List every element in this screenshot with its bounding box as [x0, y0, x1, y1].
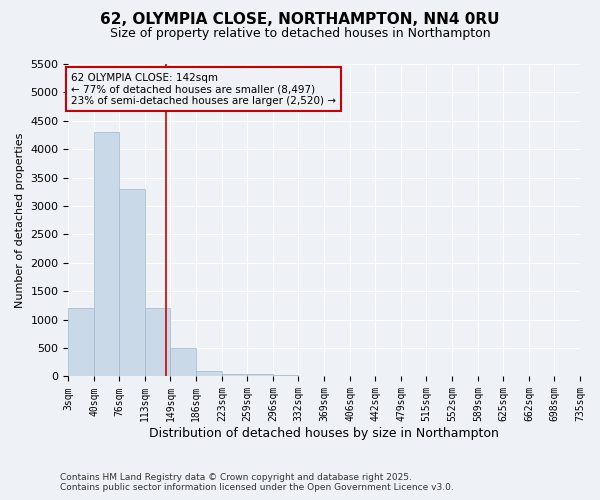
- Text: 62, OLYMPIA CLOSE, NORTHAMPTON, NN4 0RU: 62, OLYMPIA CLOSE, NORTHAMPTON, NN4 0RU: [100, 12, 500, 28]
- Bar: [94, 132, 119, 376]
- Bar: [222, 374, 247, 376]
- Bar: [145, 308, 170, 376]
- Bar: [196, 371, 222, 376]
- Bar: [247, 374, 273, 376]
- Bar: [68, 308, 94, 376]
- Y-axis label: Number of detached properties: Number of detached properties: [15, 132, 25, 308]
- Text: Size of property relative to detached houses in Northampton: Size of property relative to detached ho…: [110, 28, 490, 40]
- Text: Contains HM Land Registry data © Crown copyright and database right 2025.
Contai: Contains HM Land Registry data © Crown c…: [60, 473, 454, 492]
- Bar: [119, 189, 145, 376]
- X-axis label: Distribution of detached houses by size in Northampton: Distribution of detached houses by size …: [149, 427, 499, 440]
- Text: 62 OLYMPIA CLOSE: 142sqm
← 77% of detached houses are smaller (8,497)
23% of sem: 62 OLYMPIA CLOSE: 142sqm ← 77% of detach…: [71, 72, 336, 106]
- Bar: [170, 348, 196, 376]
